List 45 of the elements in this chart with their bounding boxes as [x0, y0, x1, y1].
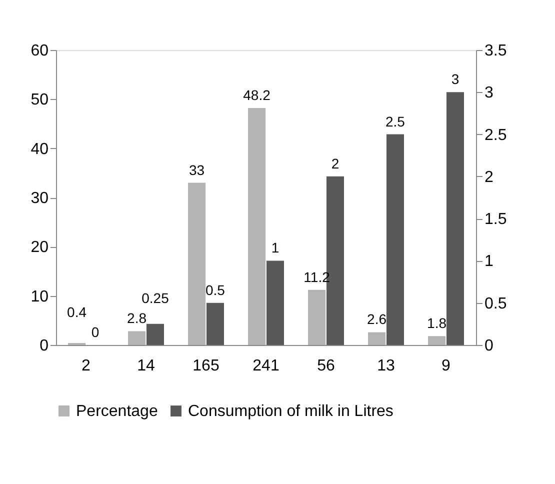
legend-label: Percentage — [76, 403, 158, 420]
data-label: 2.8 — [127, 310, 147, 326]
bar — [386, 134, 404, 345]
x-tick-label: 13 — [377, 358, 395, 374]
legend-label: Consumption of milk in Litres — [188, 403, 394, 420]
bar — [188, 182, 206, 345]
data-label: 33 — [188, 162, 205, 178]
x-tick-label: 9 — [442, 358, 451, 374]
data-label: 0.25 — [142, 290, 170, 306]
data-label: 2.5 — [385, 113, 406, 130]
y2-tick-label: 3.5 — [484, 42, 507, 60]
y-tick-label: 20 — [30, 239, 49, 256]
data-label: 1.8 — [427, 315, 447, 332]
bar — [428, 336, 446, 345]
data-label: 2.6 — [367, 311, 387, 328]
bar — [446, 92, 464, 345]
data-label: 3 — [451, 71, 460, 88]
y-tick-label: 0 — [40, 338, 49, 354]
y-tick-label: 50 — [30, 92, 49, 109]
y2-tick-label: 3 — [484, 84, 494, 102]
x-tick-label: 2 — [82, 358, 91, 374]
bar — [206, 302, 224, 345]
data-label: 2 — [331, 155, 340, 172]
data-label: 0 — [91, 324, 100, 340]
y2-tick-label: 2.5 — [484, 126, 507, 144]
data-label: 0.4 — [67, 304, 87, 320]
y2-tick-label: 1.5 — [484, 211, 507, 228]
x-tick-label: 241 — [252, 358, 280, 374]
x-tick-label: 165 — [192, 358, 220, 374]
y2-tick-label: 0 — [484, 338, 494, 354]
bar — [248, 108, 266, 345]
y-tick-label: 30 — [30, 190, 49, 207]
y-tick-label: 10 — [30, 288, 49, 306]
y-tick-label: 60 — [30, 42, 49, 60]
data-label: 48.2 — [243, 87, 271, 104]
data-label: 0.5 — [205, 282, 226, 298]
bar — [368, 332, 386, 345]
data-label: 1 — [271, 240, 280, 256]
y2-tick-label: 2 — [484, 168, 494, 186]
y2-tick-label: 0.5 — [484, 295, 507, 312]
y-tick-label: 40 — [30, 140, 49, 158]
x-tick-label: 56 — [317, 358, 335, 374]
y2-tick-label: 1 — [484, 253, 494, 270]
bar — [308, 290, 326, 345]
x-tick-label: 14 — [137, 358, 155, 374]
